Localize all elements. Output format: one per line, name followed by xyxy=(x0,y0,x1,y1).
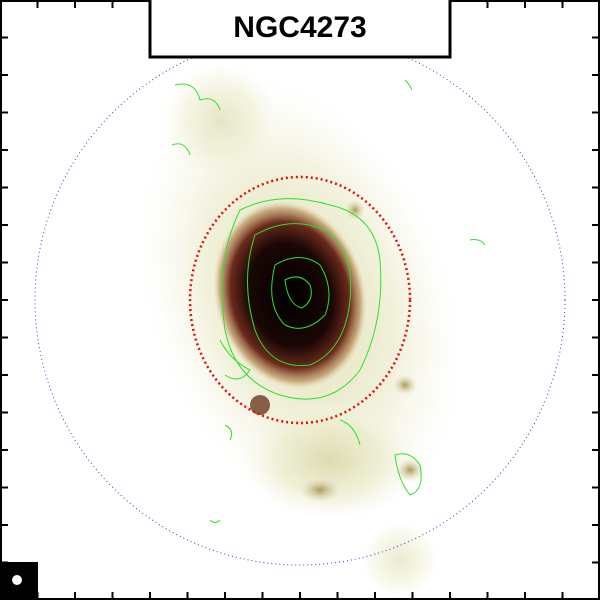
title: NGC4273 xyxy=(233,11,366,44)
inner-aperture xyxy=(188,175,412,425)
beam xyxy=(12,575,22,585)
title-box xyxy=(148,0,452,59)
contours xyxy=(171,79,486,523)
